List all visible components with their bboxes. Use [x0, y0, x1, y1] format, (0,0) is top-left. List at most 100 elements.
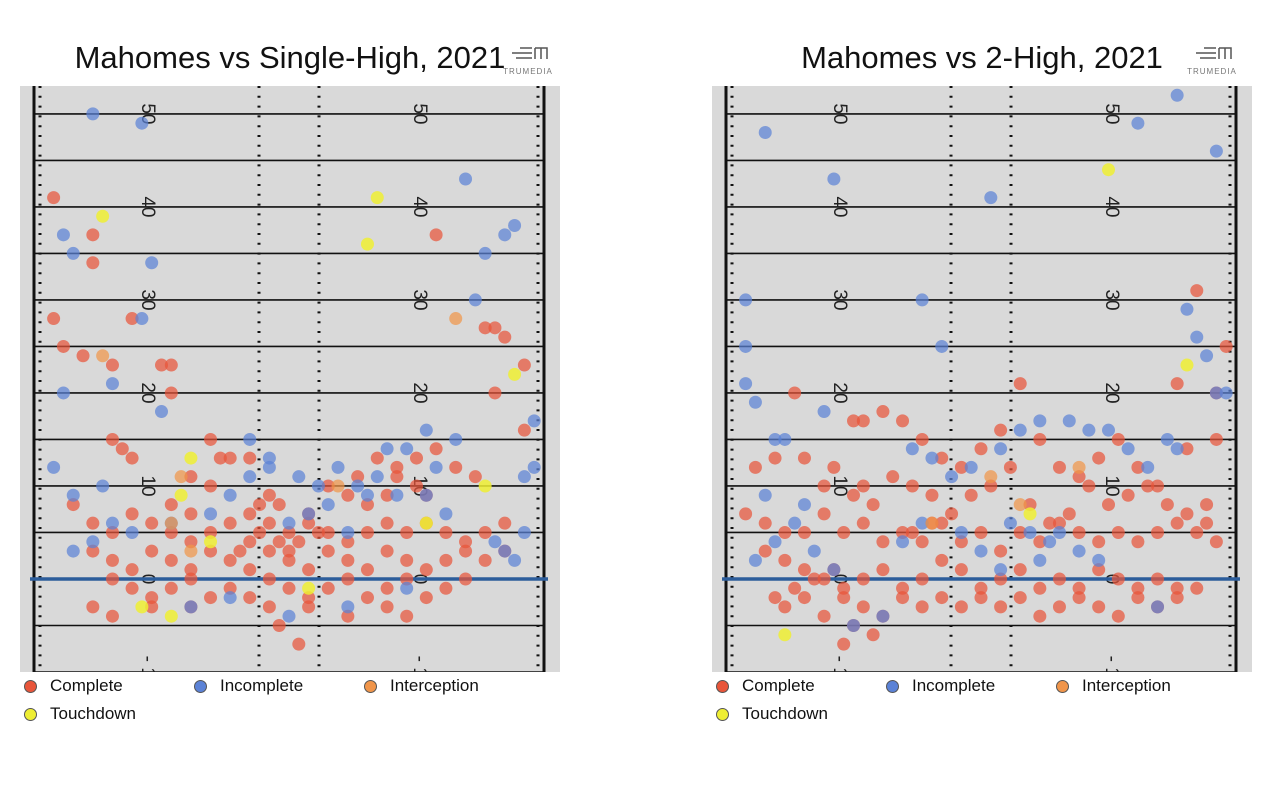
pass-point-complete	[778, 600, 792, 614]
pass-point-complete	[429, 228, 443, 242]
pass-point-incomplete	[915, 293, 929, 307]
legend-label: Touchdown	[742, 704, 829, 723]
pass-point-complete	[1043, 516, 1057, 530]
pass-point-complete	[400, 609, 414, 623]
pass-point-complete	[360, 591, 374, 605]
pass-point-complete	[204, 525, 218, 539]
series-incomplete	[47, 107, 541, 623]
pass-point-complete	[1141, 479, 1155, 493]
pass-point-complete	[1200, 498, 1214, 512]
pass-point-complete	[125, 563, 139, 577]
pass-point-interception	[331, 479, 345, 493]
pass-point-complete	[125, 507, 139, 521]
pass-point-complete	[125, 451, 139, 465]
trumedia-logo: TRUMEDIA	[502, 44, 554, 78]
legend-label: Incomplete	[220, 676, 304, 695]
pass-point-interception	[1072, 460, 1086, 474]
pass-point-complete	[974, 442, 988, 456]
pass-point-complete	[915, 432, 929, 446]
pass-point-touchdown	[135, 600, 149, 614]
pass-point-complete	[1023, 498, 1037, 512]
pass-point-incomplete	[994, 442, 1008, 456]
legend-item-incomplete: Incomplete	[194, 676, 303, 696]
logo-text: TRUMEDIA	[1187, 67, 1237, 76]
pass-point-incomplete	[498, 544, 512, 558]
chart-title: Mahomes vs 2-High, 2021	[801, 40, 1163, 75]
pass-point-complete	[837, 525, 851, 539]
pass-point-incomplete	[517, 470, 531, 484]
pass-point-complete	[856, 572, 870, 586]
pass-point-incomplete	[243, 432, 257, 446]
series-complete	[47, 191, 531, 651]
football-field-plot: 5050404030302020101000- 10- 10	[712, 86, 1252, 688]
trumedia-logo: TRUMEDIA	[1182, 44, 1242, 78]
pass-point-complete	[886, 470, 900, 484]
pass-point-incomplete	[508, 553, 522, 567]
chart-panel-single-high: Mahomes vs Single-High, 2021 TRUMEDIA 50…	[20, 0, 620, 740]
pass-point-incomplete	[282, 516, 296, 530]
pass-point-complete	[292, 535, 306, 549]
pass-point-complete	[115, 442, 129, 456]
pass-point-incomplete	[748, 553, 762, 567]
pass-point-complete	[797, 591, 811, 605]
pass-point-incomplete	[1003, 516, 1017, 530]
pass-point-complete	[302, 591, 316, 605]
pass-point-complete	[243, 451, 257, 465]
yard-number-label: 10	[137, 475, 158, 496]
pass-point-complete	[994, 600, 1008, 614]
pass-point-complete	[817, 479, 831, 493]
pass-point-complete	[1111, 432, 1125, 446]
pass-point-incomplete	[807, 544, 821, 558]
pass-point-complete	[905, 479, 919, 493]
yard-number-label: 40	[137, 196, 158, 217]
pass-point-incomplete	[1043, 535, 1057, 549]
pass-point-complete	[984, 479, 998, 493]
pass-point-complete	[419, 563, 433, 577]
pass-point-complete	[1121, 488, 1135, 502]
pass-point-incomplete	[739, 339, 753, 353]
pass-point-incomplete	[292, 470, 306, 484]
pass-point-complete	[1092, 535, 1106, 549]
pass-point-complete	[341, 609, 355, 623]
pass-point-incomplete	[788, 516, 802, 530]
pass-point-complete	[262, 516, 276, 530]
pass-point-complete	[321, 479, 335, 493]
pass-point-complete	[1033, 535, 1047, 549]
pass-point-complete	[390, 470, 404, 484]
yard-number-label: 10	[829, 475, 850, 496]
pass-point-incomplete	[1033, 414, 1047, 428]
pass-point-complete	[807, 572, 821, 586]
pass-point-complete	[1131, 591, 1145, 605]
yard-number-label: 30	[1101, 289, 1122, 310]
pass-point-complete	[380, 516, 394, 530]
pass-point-complete	[1111, 609, 1125, 623]
yard-number-label: 20	[829, 382, 850, 403]
yard-number-label: 30	[137, 289, 158, 310]
pass-point-complete	[125, 581, 139, 595]
pass-point-complete	[935, 451, 949, 465]
pass-point-complete	[1013, 525, 1027, 539]
pass-point-complete	[1102, 498, 1115, 512]
pass-point-complete	[994, 423, 1008, 437]
pass-point-complete	[915, 572, 929, 586]
pass-point-incomplete	[954, 525, 968, 539]
pass-point-incomplete	[488, 535, 502, 549]
pass-point-incomplete	[768, 432, 782, 446]
pass-point-complete	[223, 516, 237, 530]
pass-point-incomplete	[223, 591, 237, 605]
pass-point-incomplete	[1052, 525, 1066, 539]
pass-point-complete	[1131, 460, 1145, 474]
pass-point-complete	[517, 423, 531, 437]
pass-point-incomplete	[1209, 144, 1223, 158]
pass-point-complete	[439, 525, 453, 539]
pass-point-complete	[184, 572, 198, 586]
pass-point-complete	[778, 525, 792, 539]
pass-point-incomplete	[498, 228, 512, 242]
pass-point-complete	[360, 525, 374, 539]
pass-point-complete	[896, 581, 910, 595]
pass-point-complete	[1170, 581, 1184, 595]
pass-point-complete	[896, 414, 910, 428]
pass-point-complete	[419, 591, 433, 605]
pass-point-complete	[86, 228, 100, 242]
pass-point-complete	[1170, 377, 1184, 391]
